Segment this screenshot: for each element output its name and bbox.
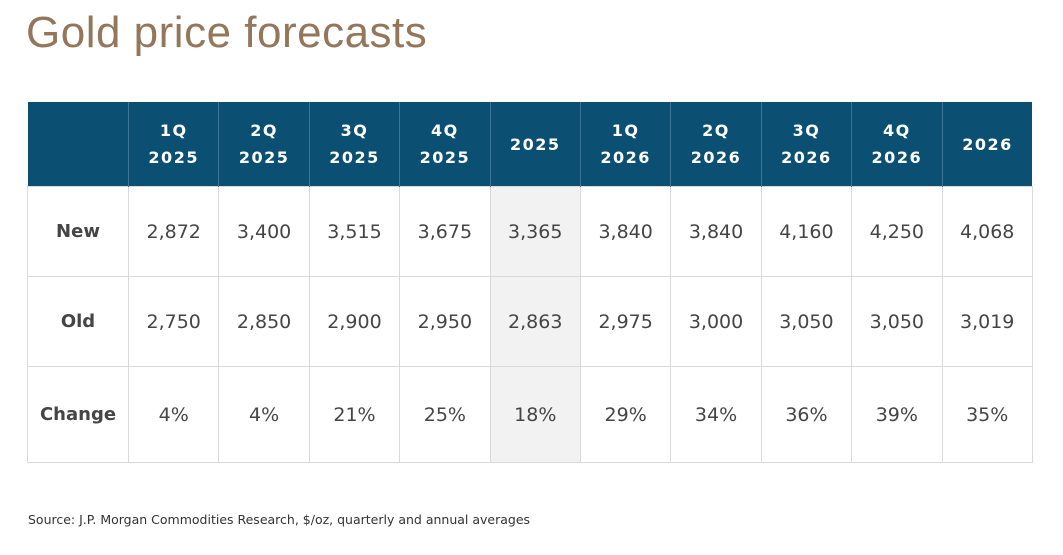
table-cell: 2,750: [127, 276, 220, 367]
page-title: Gold price forecasts: [26, 8, 428, 57]
table-cell: 4%: [127, 366, 220, 463]
table-row-old: Old 2,750 2,850 2,900 2,950 2,863 2,975 …: [27, 276, 1033, 367]
table-cell: 3,050: [851, 276, 943, 367]
table-cell: 35%: [941, 366, 1033, 463]
table-cell: 4,250: [851, 186, 943, 277]
table-cell: 29%: [579, 366, 672, 463]
row-label: New: [27, 186, 129, 277]
table-cell-annual: 18%: [489, 366, 581, 463]
source-note: Source: J.P. Morgan Commodities Research…: [28, 512, 531, 527]
table-row-new: New 2,872 3,400 3,515 3,675 3,365 3,840 …: [27, 186, 1033, 277]
table-header-row: 1Q 2025 2Q 2025 3Q 2025 4Q 2025 2025 1Q 2026 …: [27, 102, 1033, 187]
table-cell: 3,019: [941, 276, 1033, 367]
column-header: 3Q 2026: [760, 102, 852, 187]
table-cell: 3,400: [218, 186, 310, 277]
table-cell: 21%: [308, 366, 401, 463]
table-cell: 3,840: [579, 186, 672, 277]
table-cell: 3,840: [670, 186, 762, 277]
column-header: 1Q 2026: [579, 102, 671, 187]
table-cell: 34%: [670, 366, 762, 463]
table-cell: 2,975: [579, 276, 672, 367]
table-cell: 2,950: [399, 276, 491, 367]
table-cell: 2,850: [218, 276, 310, 367]
column-header: 2Q 2026: [670, 102, 762, 187]
column-header: 1Q 2025: [127, 102, 219, 187]
row-label: Change: [27, 366, 129, 463]
table-cell: 3,675: [399, 186, 491, 277]
table-cell: 39%: [851, 366, 943, 463]
column-header: 4Q 2025: [399, 102, 491, 187]
table-cell: 2,872: [127, 186, 220, 277]
table-cell: 4,160: [760, 186, 853, 277]
corner-header-cell: [27, 102, 129, 187]
table-row-change: Change 4% 4% 21% 25% 18% 29% 34% 36% 39%…: [27, 366, 1033, 463]
table-cell: 25%: [399, 366, 491, 463]
table-cell: 3,050: [760, 276, 853, 367]
table-cell: 3,515: [308, 186, 401, 277]
table-cell: 3,000: [670, 276, 762, 367]
table-cell: 4%: [218, 366, 310, 463]
column-header-annual: 2026: [941, 102, 1033, 187]
row-label: Old: [27, 276, 129, 367]
table-cell-annual: 3,365: [489, 186, 581, 277]
column-header: 3Q 2025: [308, 102, 400, 187]
table-cell: 36%: [760, 366, 853, 463]
column-header-annual: 2025: [489, 102, 581, 187]
table-cell-annual: 2,863: [489, 276, 581, 367]
column-header: 2Q 2025: [218, 102, 310, 187]
table-cell: 4,068: [941, 186, 1033, 277]
forecast-table: 1Q 2025 2Q 2025 3Q 2025 4Q 2025 2025 1Q 2026 …: [27, 102, 1033, 463]
table-cell: 2,900: [308, 276, 401, 367]
column-header: 4Q 2026: [851, 102, 943, 187]
